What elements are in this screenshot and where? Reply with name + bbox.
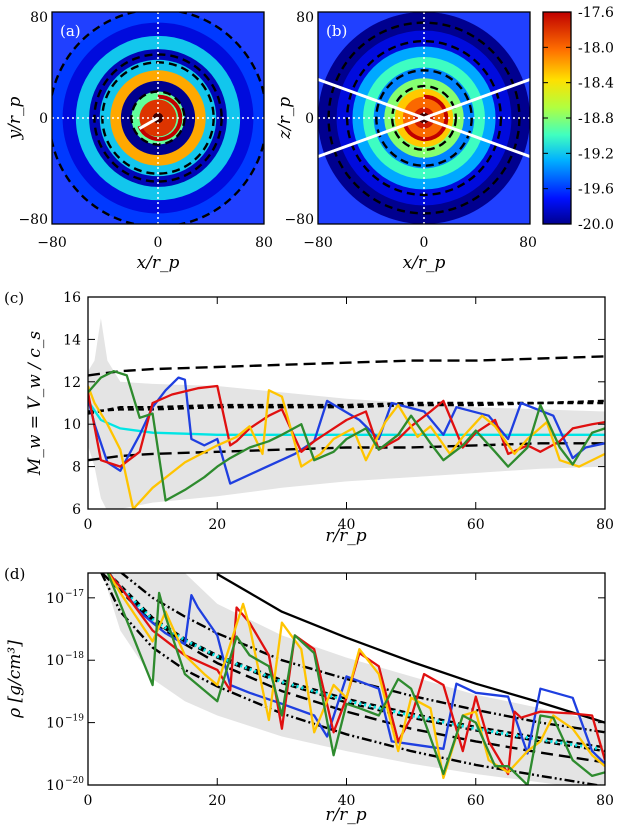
series-line: [88, 385, 605, 509]
y-tick-label: 10: [46, 778, 64, 794]
colorbar-tick-label: -18.8: [578, 111, 614, 127]
ylabel-c: M_w = V_w / c_s: [25, 331, 45, 476]
xlabel-b: x/r_p: [403, 253, 446, 273]
plot-d-marks: [100, 573, 605, 785]
dashed-circle: [375, 69, 473, 167]
heatmap-b-rings: [318, 12, 530, 224]
direction-indicator: [138, 116, 159, 130]
colorbar-ticks: -17.6 -18.0 -18.4 -18.8 -19.2 -19.6 -20.0: [543, 5, 614, 233]
y-tick-label: 10: [46, 591, 64, 607]
x-tick-label: 20: [208, 517, 226, 533]
series-line: [119, 573, 605, 734]
series-line: [88, 355, 605, 377]
x-tick-label: 20: [208, 793, 226, 809]
xtick-a-mid: 0: [154, 235, 163, 251]
y-tick-label: 8: [72, 460, 81, 476]
spiral-arm: [137, 94, 183, 142]
xtick-b-mid: 0: [420, 235, 429, 251]
heatmap-b-frame: [317, 11, 531, 225]
xtick-a-right: 80: [255, 235, 273, 251]
dashed-circle: [391, 84, 458, 151]
colorbar-tick-label: -18.4: [578, 76, 614, 92]
xlabel-d: r/r_p: [325, 805, 366, 825]
x-tick-label: 80: [596, 793, 614, 809]
colorbar-tick-label: -18.0: [578, 40, 614, 56]
cone-boundary: [423, 116, 530, 159]
xlabel-c: r/r_p: [325, 526, 366, 546]
cone-boundary: [318, 77, 425, 120]
series-line: [88, 399, 605, 413]
cone-boundary: [318, 116, 425, 159]
ytick-b-top: 80: [296, 10, 314, 26]
y-tick-label: 10: [46, 716, 64, 732]
spiral-arm: [403, 94, 449, 142]
y-tick-label: 12: [63, 375, 81, 391]
series-line: [106, 573, 605, 751]
plot-c-marks: [88, 318, 605, 509]
x-tick-label: 40: [338, 793, 356, 809]
range-band: [88, 318, 605, 509]
panel-label-b: (b): [326, 22, 347, 40]
y-tick-label: 14: [63, 332, 81, 348]
ytick-a-mid: 0: [39, 111, 48, 127]
xtick-a-left: −80: [37, 235, 67, 251]
series-line: [106, 573, 605, 780]
y-tick-label: 16: [63, 290, 81, 306]
heatmap-panel-a: (a) 80 0 −80 −80 0 80 x/r_p y/r_p: [5, 10, 273, 273]
heatmap-a-frame: [51, 11, 265, 225]
x-tick-label: 0: [84, 793, 93, 809]
x-tick-label: 60: [467, 793, 485, 809]
y-tick-exponent: −18: [65, 651, 84, 661]
series-line: [88, 370, 605, 502]
x-tick-label: 40: [338, 517, 356, 533]
y-tick-label: 6: [72, 502, 81, 518]
colorbar-tick-label: -19.6: [578, 182, 614, 198]
y-tick-label: 10: [63, 417, 81, 433]
xlabel-a: x/r_p: [137, 253, 180, 273]
ylabel-a: y/r_p: [5, 96, 25, 140]
y-tick-exponent: −19: [65, 714, 84, 724]
ytick-a-top: 80: [30, 10, 48, 26]
y-tick-exponent: −20: [65, 776, 84, 786]
colorbar-tick-label: -17.6: [578, 5, 614, 21]
ytick-b-mid: 0: [305, 111, 314, 127]
plot-c-axes: 0 20 40 60 80 6 8 10 12 14 16: [63, 290, 614, 533]
panel-label-c: (c): [4, 289, 24, 307]
series-line: [106, 573, 605, 776]
xtick-b-left: −80: [303, 235, 333, 251]
dashed-circle: [130, 90, 186, 146]
line-panel-c: 0 20 40 60 80 6 8 10 12 14 16 (c) r/r_p M_w = V_w …: [4, 289, 614, 546]
cone-boundary: [423, 77, 530, 120]
colorbar-tick-label: -20.0: [578, 217, 614, 233]
y-tick-exponent: −17: [65, 589, 84, 599]
panel-label-d: (d): [4, 565, 25, 583]
ytick-b-bottom: −80: [284, 212, 314, 228]
series-line: [216, 573, 605, 724]
colorbar: -17.6 -18.0 -18.4 -18.8 -19.2 -19.6 -20.0: [542, 5, 614, 233]
x-tick-label: 60: [467, 517, 485, 533]
ylabel-d: ρ [g/cm³]: [5, 640, 25, 719]
x-tick-label: 80: [596, 517, 614, 533]
x-tick-label: 0: [84, 517, 93, 533]
series-line: [88, 400, 605, 436]
xtick-b-right: 80: [519, 235, 537, 251]
ylabel-b: z/r_p: [275, 97, 295, 140]
series-line: [88, 384, 605, 468]
y-tick-label: 10: [46, 653, 64, 669]
ytick-a-bottom: −80: [18, 212, 48, 228]
dashed-circle: [93, 53, 223, 183]
heatmap-a-rings: [52, 12, 264, 224]
dashed-circle: [345, 39, 503, 197]
series-line: [106, 573, 605, 785]
heatmap-panel-b: (b) 80 0 −80 −80 0 80 x/r_p z/r_p: [275, 10, 537, 273]
panel-label-a: (a): [60, 22, 81, 40]
colorbar-tick-label: -19.2: [578, 146, 614, 162]
